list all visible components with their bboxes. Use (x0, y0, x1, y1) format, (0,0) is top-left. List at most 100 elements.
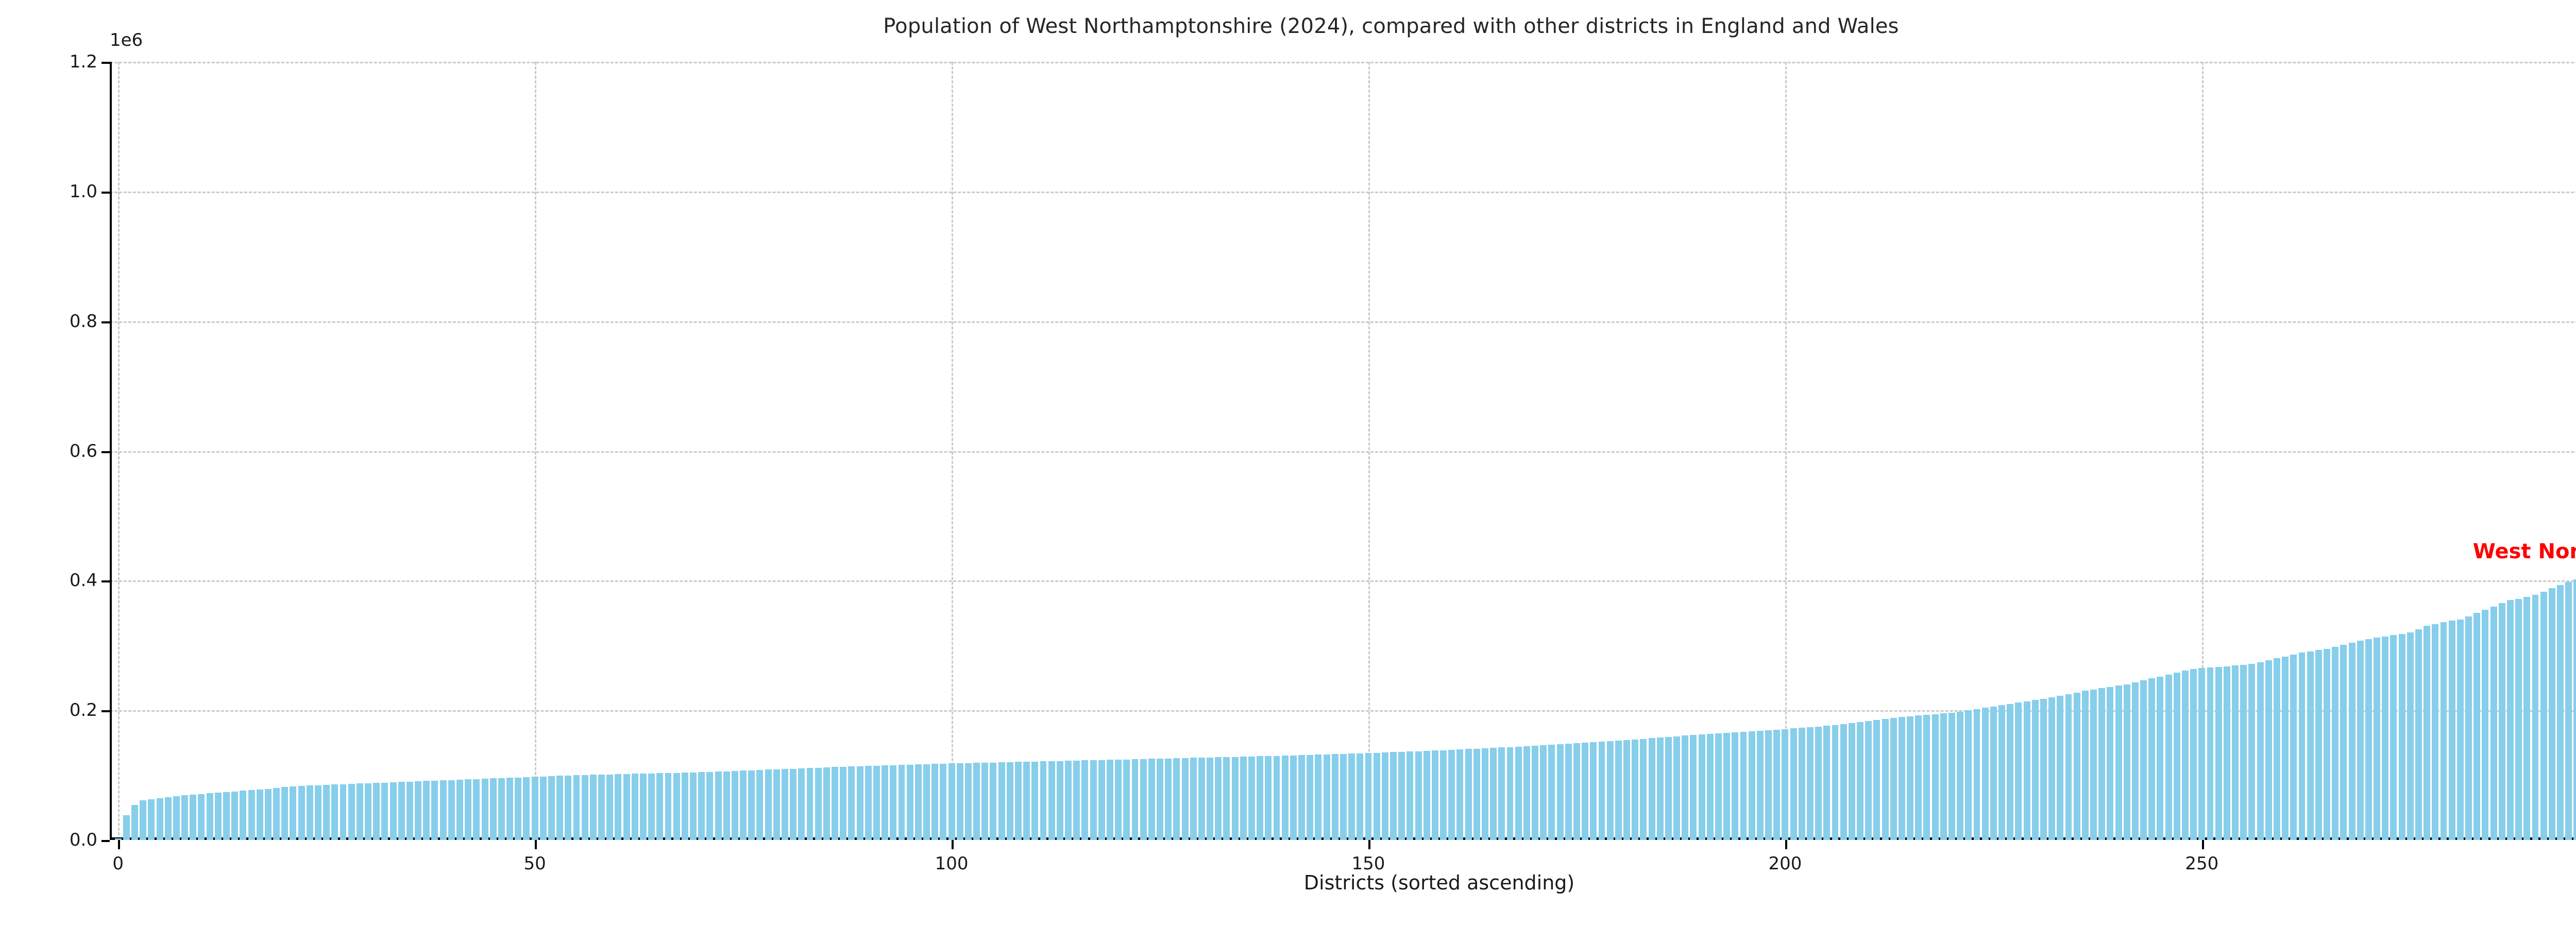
x-tick-label: 0 (112, 853, 124, 874)
bar (790, 768, 797, 840)
bar (1482, 748, 1488, 840)
bar (1898, 717, 1905, 840)
bar (1415, 751, 1422, 840)
bar (2115, 685, 2122, 840)
bar (1190, 758, 1197, 840)
bar (1556, 744, 1564, 840)
bar (2532, 595, 2539, 840)
bar (331, 784, 338, 840)
bar (940, 763, 947, 840)
bar (240, 791, 247, 840)
bar (1548, 745, 1555, 840)
bar (2506, 600, 2514, 840)
bar (1523, 746, 1530, 840)
x-tick-mark (1785, 840, 1787, 849)
bar (456, 779, 463, 840)
bar (148, 799, 155, 840)
bar (1565, 744, 1572, 840)
bar (1706, 733, 1714, 840)
bar (1998, 705, 2006, 840)
y-tick-mark (101, 451, 110, 453)
bar (1606, 741, 1614, 840)
bar (2148, 678, 2156, 840)
bar (1573, 743, 1580, 840)
bar (2240, 665, 2247, 840)
plot-area: 0.00.20.40.60.81.01.2 050100150200250300… (70, 52, 2576, 874)
highlight-annotation-value: 439,811 (2473, 564, 2576, 588)
bar (1040, 761, 1047, 840)
bar (2257, 662, 2264, 840)
bar (1315, 754, 1322, 840)
bar (1231, 757, 1239, 840)
y-tick-mark (101, 321, 110, 323)
bar (815, 767, 822, 840)
bar (548, 776, 555, 840)
bar (782, 769, 788, 840)
bar (856, 766, 863, 840)
bar (2573, 579, 2576, 840)
bar (2548, 588, 2555, 840)
bar (906, 764, 913, 840)
y-tick-label: 1.2 (69, 52, 97, 72)
bar (539, 776, 547, 840)
bar (1923, 714, 1930, 840)
bar (1331, 754, 1338, 840)
bar (1223, 757, 1230, 840)
bar (1690, 735, 1697, 840)
bar (1823, 726, 1831, 840)
bar (473, 779, 480, 840)
bar (890, 765, 897, 840)
bar (914, 764, 922, 840)
bar (723, 771, 730, 840)
highlight-annotation-name: West Northamptonshire (2472, 540, 2576, 563)
x-tick-mark (1368, 840, 1370, 849)
bar (923, 764, 930, 840)
bar (2157, 676, 2164, 840)
y-tick-label: 1.0 (69, 181, 97, 202)
bar (823, 767, 830, 840)
bar (756, 770, 764, 840)
gridline-vertical (1368, 62, 1370, 840)
bar (298, 785, 305, 840)
bar (2406, 632, 2414, 840)
x-tick-mark (118, 840, 121, 849)
bar (1940, 713, 1947, 840)
bar (1623, 740, 1630, 840)
bar (973, 763, 980, 840)
bar (398, 782, 405, 840)
bar (2432, 624, 2439, 840)
bar (1357, 753, 1364, 840)
bar (1465, 749, 1472, 840)
bar (323, 784, 330, 840)
bar (2332, 646, 2339, 840)
bar (131, 805, 138, 840)
bar (2023, 701, 2030, 840)
gridline-horizontal (110, 710, 2576, 712)
bar (865, 766, 872, 840)
chart-title: Population of West Northamptonshire (202… (883, 14, 1899, 38)
bar (140, 800, 147, 840)
bar (1348, 753, 1355, 840)
bar (2340, 645, 2347, 840)
bar (1973, 709, 1980, 840)
bar (1840, 724, 1847, 840)
bar (2374, 638, 2381, 840)
bar (1257, 756, 1264, 840)
bar (1440, 750, 1447, 840)
bar (2057, 695, 2064, 840)
bar (1765, 730, 1772, 840)
bar (2473, 613, 2481, 840)
bar (2073, 692, 2080, 840)
bar (2190, 668, 2197, 840)
bar (690, 772, 697, 840)
bar (1506, 747, 1514, 840)
bar (1323, 754, 1330, 840)
bar (2307, 651, 2314, 840)
bar (340, 784, 347, 840)
bar (1665, 736, 1672, 840)
bar (348, 784, 355, 840)
bar (2415, 629, 2422, 840)
bar (2315, 650, 2322, 840)
x-tick-label: 250 (2185, 853, 2219, 874)
bar (515, 777, 522, 840)
